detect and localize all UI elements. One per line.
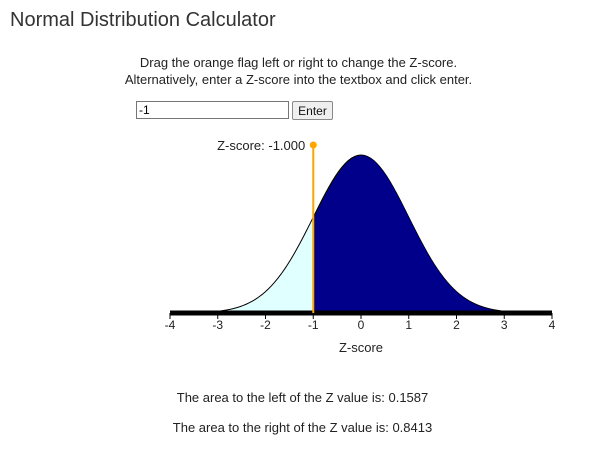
x-axis-ticks: -4 -3 -2 -1 0 1 2 3 4 (165, 313, 556, 332)
z-score-flag-handle[interactable] (309, 141, 317, 149)
x-tick-label: -2 (260, 318, 271, 332)
x-tick-label: 1 (405, 318, 412, 332)
x-axis-label: Z-score (339, 340, 383, 355)
x-tick-label: 2 (453, 318, 460, 332)
right-area-result: The area to the right of the Z value is:… (172, 420, 433, 435)
right-tail-area (313, 155, 552, 313)
x-tick-label: -4 (165, 318, 176, 332)
z-score-input[interactable] (136, 101, 289, 119)
z-score-flag-label: Z-score: -1.000 (217, 138, 305, 153)
enter-button[interactable]: Enter (292, 101, 333, 120)
x-tick-label: 4 (549, 318, 556, 332)
left-tail-area (170, 217, 314, 313)
normal-distribution-chart: -4 -3 -2 -1 0 1 2 3 4 Z-score Z-score: -1.000 (165, 138, 556, 355)
x-tick-label: 3 (501, 318, 508, 332)
x-tick-label: 0 (358, 318, 365, 332)
instruction-line-1: Drag the orange flag left or right to ch… (139, 55, 458, 70)
x-tick-label: -1 (308, 318, 319, 332)
instruction-line-2: Alternatively, enter a Z-score into the … (124, 72, 473, 87)
density-curve (169, 154, 553, 314)
x-tick-label: -3 (212, 318, 223, 332)
page-title: Normal Distribution Calculator (10, 9, 276, 31)
left-area-result: The area to the left of the Z value is: … (176, 390, 429, 405)
